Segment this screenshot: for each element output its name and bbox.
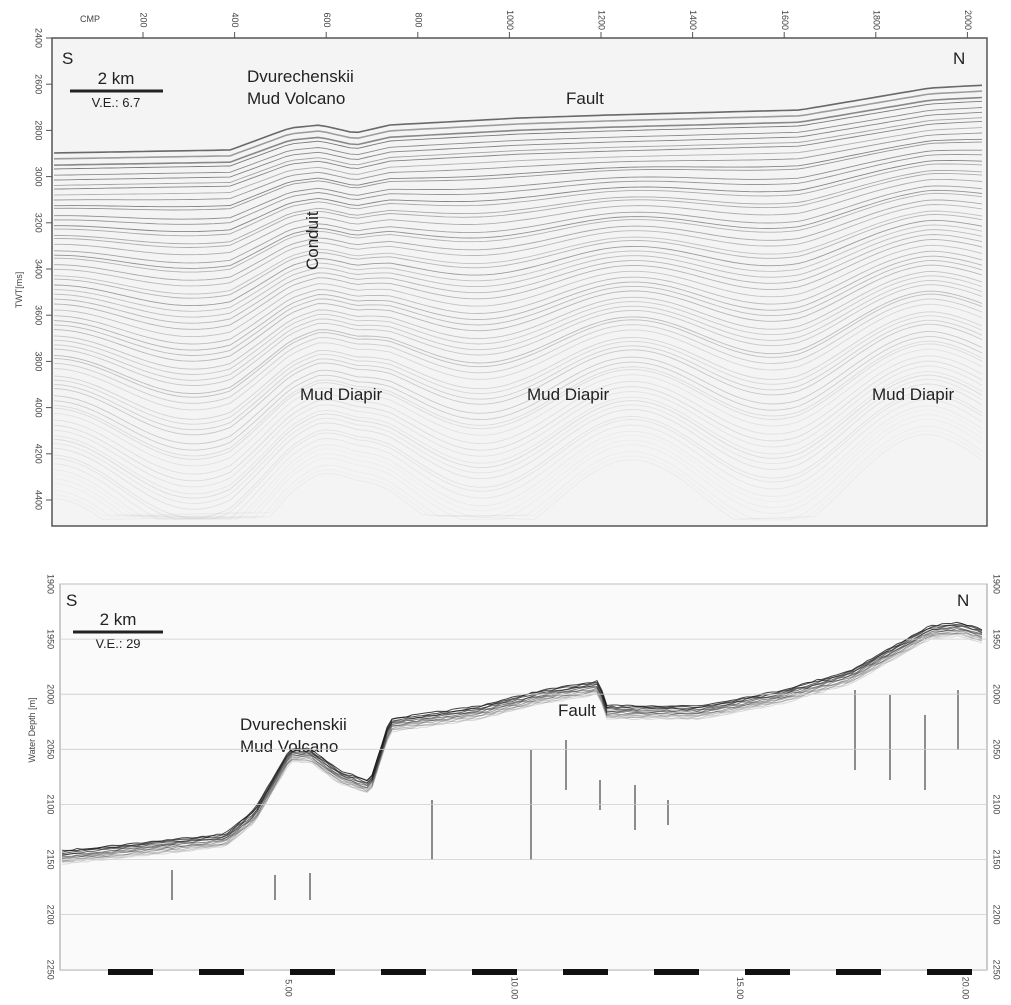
scale-segment [381,969,426,975]
y-tick-label: 2000 [992,684,1002,704]
y-tick-label: 2200 [992,905,1002,925]
scale-label: 2 km [100,610,137,629]
south-label: S [62,49,73,68]
x-tick-label: 20.00 [961,977,971,1000]
y-tick-label: 1900 [992,574,1002,594]
x-tick-label: 15.00 [735,977,745,1000]
x-tick-label: 5.00 [284,979,294,997]
scale-segment [836,969,881,975]
diapir-label: Mud Diapir [527,385,610,404]
x-tick-label: 200 [139,12,149,27]
volcano-label: Mud Volcano [240,737,338,756]
y-tick-label: 3400 [34,259,44,279]
x-tick-label: 10.00 [509,977,519,1000]
scale-segment [472,969,517,975]
south-label: S [66,591,77,610]
x-tick-label: 1600 [780,10,790,30]
y-tick-label: 4000 [34,398,44,418]
scale-label: 2 km [98,69,135,88]
north-label: N [953,49,965,68]
x-tick-label: 1200 [597,10,607,30]
x-tick-label: 1000 [505,10,515,30]
y-tick-label: 1950 [992,629,1002,649]
scale-segment [199,969,244,975]
x-tick-label: 2000 [963,10,973,30]
ve-label: V.E.: 29 [95,636,140,651]
y-tick-label: 2600 [34,74,44,94]
scale-segment [654,969,699,975]
conduit-label: Conduit [303,211,322,270]
y-tick-label: 2100 [992,794,1002,814]
y-axis-label: Water Depth [m] [27,697,37,762]
y-tick-label: 1900 [46,574,56,594]
y-tick-label: 2250 [46,960,56,980]
bottom-frame [60,584,987,970]
volcano-label: Dvurechenskii [247,67,354,86]
volcano-label: Mud Volcano [247,89,345,108]
y-axis-label: TWT[ms] [14,272,24,309]
x-axis-label: CMP [80,14,100,24]
volcano-label: Dvurechenskii [240,715,347,734]
ve-label: V.E.: 6.7 [92,95,141,110]
figure: CMP TWT[ms] S N 2 km V.E.: 6.7 Dvurechen… [0,0,1011,1000]
y-tick-label: 2800 [34,120,44,140]
scale-segment [745,969,790,975]
y-tick-label: 2400 [34,28,44,48]
x-tick-label: 600 [322,12,332,27]
diapir-label: Mud Diapir [300,385,383,404]
x-tick-label: 1800 [871,10,881,30]
scale-segment [927,969,972,975]
x-tick-label: 400 [230,12,240,27]
y-tick-label: 3200 [34,213,44,233]
north-label: N [957,591,969,610]
y-tick-label: 1950 [46,629,56,649]
y-tick-label: 3800 [34,351,44,371]
y-tick-label: 2150 [992,849,1002,869]
scale-segment [108,969,153,975]
scale-segment [290,969,335,975]
y-tick-label: 2000 [46,684,56,704]
y-tick-label: 2100 [46,794,56,814]
diapir-label: Mud Diapir [872,385,955,404]
fault-label: Fault [558,701,596,720]
y-tick-label: 2050 [46,739,56,759]
fault-label: Fault [566,89,604,108]
y-tick-label: 2150 [46,849,56,869]
y-tick-label: 2050 [992,739,1002,759]
scale-segment [563,969,608,975]
x-tick-label: 1400 [688,10,698,30]
y-tick-label: 3000 [34,167,44,187]
y-tick-label: 3600 [34,305,44,325]
x-tick-label: 800 [413,12,423,27]
y-tick-label: 4400 [34,490,44,510]
y-tick-label: 2200 [46,905,56,925]
y-tick-label: 4200 [34,444,44,464]
y-tick-label: 2250 [992,960,1002,980]
